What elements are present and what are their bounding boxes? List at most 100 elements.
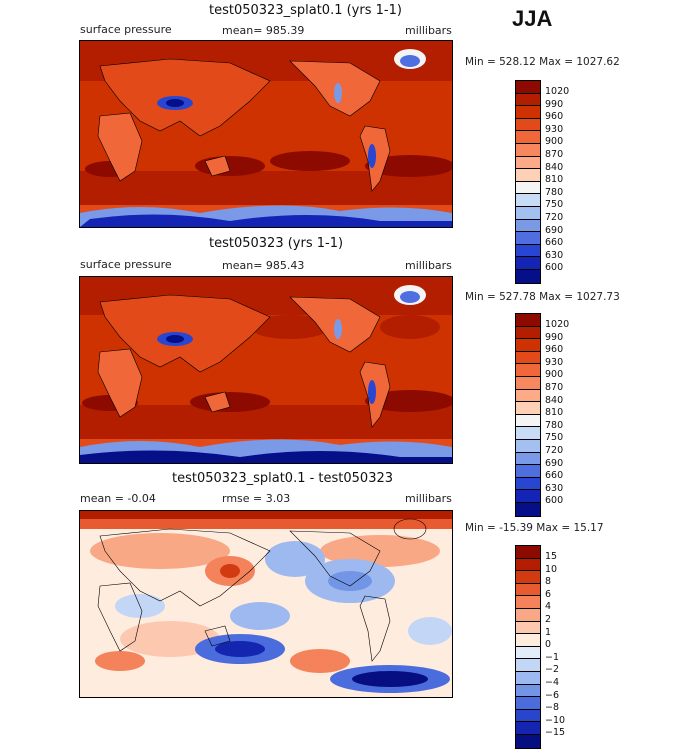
- colorbar-labels: 1020 990 960 930 900 870 840 810 780 750…: [545, 319, 569, 508]
- colorbar-label: 2: [545, 613, 552, 625]
- colorbar-swatch: [516, 571, 540, 584]
- colorbar-label: 870: [545, 148, 564, 160]
- colorbar-swatch: [516, 452, 540, 466]
- colorbar-swatch: [516, 389, 540, 403]
- colorbar-swatch: [516, 364, 540, 377]
- colorbar-label: 660: [545, 237, 564, 249]
- colorbar-swatch: [516, 219, 540, 233]
- colorbar-swatch: [516, 143, 540, 157]
- colorbar-label: 810: [545, 407, 564, 419]
- colorbar-swatch: [516, 596, 540, 609]
- colorbar-swatch: [516, 671, 540, 685]
- colorbar-label: −1: [545, 651, 560, 663]
- panel-title: test050323_splat0.1 - test050323: [172, 471, 394, 486]
- panel-title: test050323_splat0.1 (yrs 1-1): [209, 3, 402, 18]
- difference-map: [79, 510, 453, 698]
- colorbar-swatch: [516, 546, 540, 559]
- colorbar: [515, 80, 541, 284]
- colorbar-swatch: [516, 402, 540, 415]
- colorbar-label: 10: [545, 563, 558, 575]
- colorbar-swatch: [516, 646, 540, 660]
- colorbar-label: 600: [545, 262, 564, 274]
- colorbar-swatch: [516, 634, 540, 647]
- colorbar-label: 690: [545, 457, 564, 469]
- colorbar-label: −15: [545, 727, 566, 739]
- colorbar-label: 630: [545, 482, 564, 494]
- colorbar-swatch: [516, 206, 540, 220]
- colorbar-label: 600: [545, 495, 564, 507]
- colorbar-swatch: [516, 169, 540, 182]
- colorbar: [515, 545, 541, 749]
- colorbar-swatch: [516, 81, 540, 94]
- colorbar-label: 15: [545, 551, 558, 562]
- colorbar-label: −8: [545, 702, 560, 714]
- colorbar-label: 0: [545, 639, 552, 651]
- colorbar-swatch: [516, 621, 540, 635]
- season-label: JJA: [512, 6, 553, 31]
- units-label: millibars: [405, 492, 452, 505]
- colorbar-swatch: [516, 156, 540, 170]
- panel-title: test050323 (yrs 1-1): [209, 236, 344, 251]
- colorbar-swatch: [516, 376, 540, 390]
- colorbar-label: −6: [545, 689, 560, 701]
- colorbar-label: 870: [545, 381, 564, 393]
- colorbar-swatch: [516, 502, 540, 516]
- colorbar-swatch: [516, 131, 540, 144]
- units-label: millibars: [405, 259, 452, 272]
- colorbar-swatch: [516, 93, 540, 107]
- colorbar-swatch: [516, 558, 540, 572]
- colorbar-label: −4: [545, 676, 560, 688]
- surface-pressure-map: [79, 40, 453, 228]
- colorbar-labels: 1020 990 960 930 900 870 840 810 780 750…: [545, 86, 569, 275]
- colorbar-swatch: [516, 734, 540, 748]
- colorbar-swatch: [516, 659, 540, 672]
- minmax-label: Min = -15.39 Max = 15.17: [465, 522, 604, 534]
- variable-label: surface pressure: [80, 258, 172, 271]
- colorbar-swatch: [516, 194, 540, 207]
- mean-label: mean= 985.39: [222, 24, 305, 37]
- colorbar-swatch: [516, 477, 540, 491]
- mean-label: mean = -0.04: [80, 492, 156, 505]
- colorbar-swatch: [516, 608, 540, 622]
- colorbar-label: 750: [545, 199, 564, 211]
- colorbar-swatch: [516, 106, 540, 119]
- colorbar-label: 930: [545, 356, 564, 368]
- colorbar-swatch: [516, 181, 540, 195]
- colorbar-label: 1: [545, 626, 552, 638]
- surface-pressure-map: [79, 276, 453, 464]
- colorbar-swatch: [516, 709, 540, 723]
- colorbar-label: 1020: [545, 319, 570, 330]
- rmse-label: rmse = 3.03: [222, 492, 291, 505]
- colorbar-label: 990: [545, 98, 564, 110]
- colorbar-label: 960: [545, 111, 564, 123]
- colorbar-labels: 15 10 8 6 4 2 1 0 −1 −2 −4 −6 −8 −10 −15: [545, 551, 565, 740]
- variable-label: surface pressure: [80, 23, 172, 36]
- colorbar-label: 900: [545, 136, 564, 148]
- colorbar-label: 900: [545, 369, 564, 381]
- colorbar-label: 780: [545, 419, 564, 431]
- colorbar-swatch: [516, 414, 540, 428]
- colorbar-swatch: [516, 583, 540, 597]
- colorbar-label: 6: [545, 588, 552, 600]
- colorbar-label: −2: [545, 664, 560, 676]
- minmax-label: Min = 528.12 Max = 1027.62: [465, 56, 620, 68]
- colorbar-label: 8: [545, 576, 552, 588]
- colorbar-swatch: [516, 257, 540, 270]
- colorbar-label: 750: [545, 432, 564, 444]
- colorbar-swatch: [516, 465, 540, 478]
- colorbar: [515, 313, 541, 517]
- colorbar-swatch: [516, 684, 540, 698]
- colorbar-label: 810: [545, 174, 564, 186]
- colorbar-label: 990: [545, 331, 564, 343]
- colorbar-swatch: [516, 697, 540, 710]
- colorbar-label: 840: [545, 394, 564, 406]
- colorbar-label: −10: [545, 714, 566, 726]
- colorbar-swatch: [516, 351, 540, 365]
- colorbar-swatch: [516, 314, 540, 327]
- colorbar-label: 780: [545, 186, 564, 198]
- colorbar-label: 930: [545, 123, 564, 135]
- colorbar-swatch: [516, 118, 540, 132]
- colorbar-label: 720: [545, 211, 564, 223]
- colorbar-swatch: [516, 232, 540, 245]
- colorbar-label: 1020: [545, 86, 570, 97]
